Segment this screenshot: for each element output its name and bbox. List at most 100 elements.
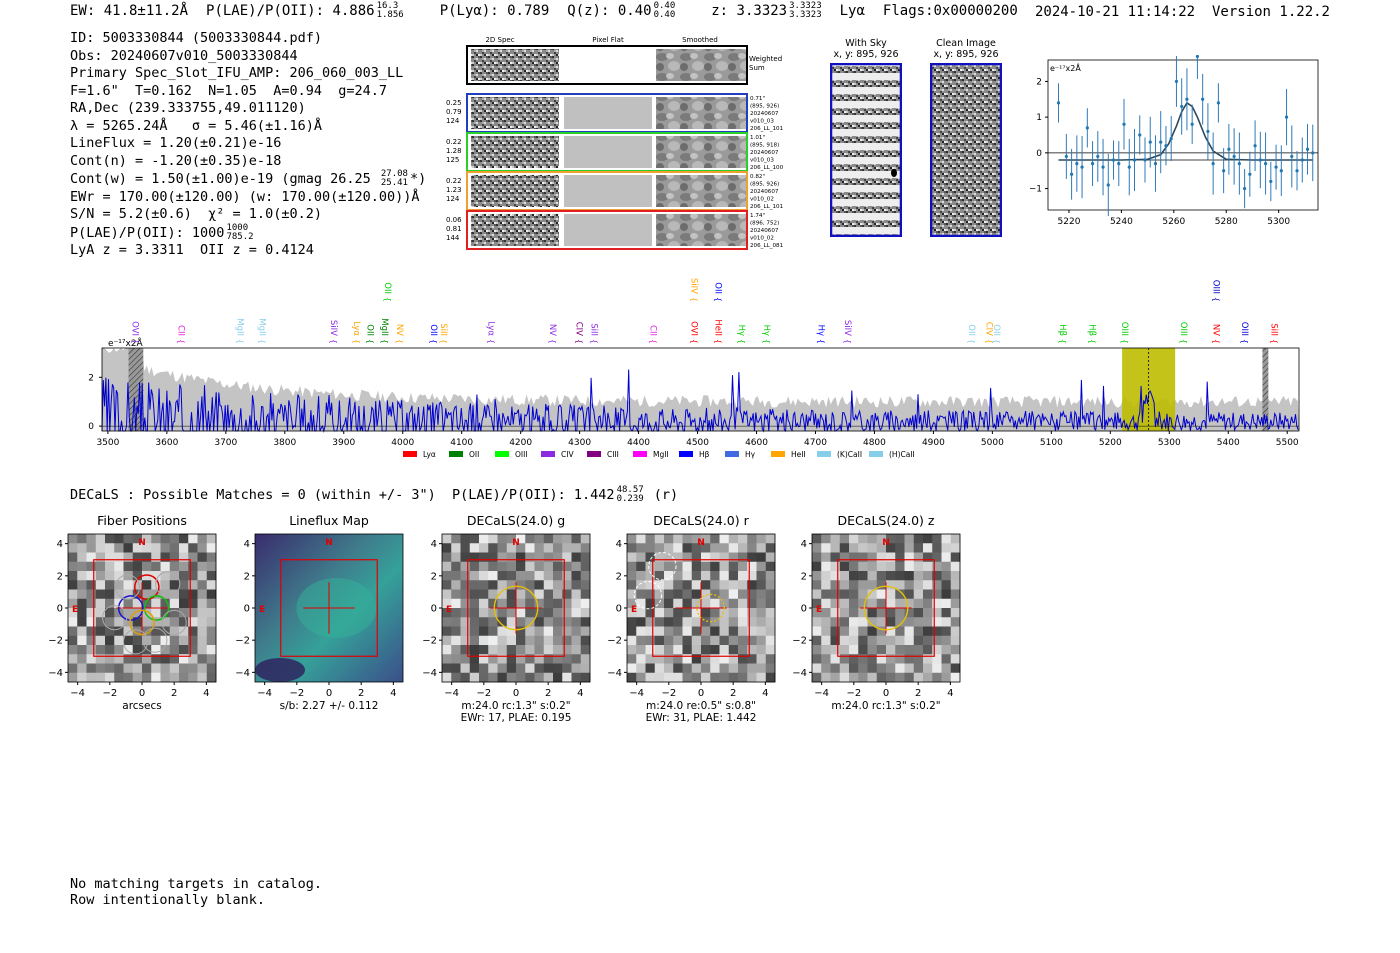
svg-text:{: {: [177, 339, 186, 344]
zoom-point: [1258, 158, 1262, 162]
svg-text:{: {: [236, 339, 245, 344]
svg-text:OII: OII: [428, 324, 438, 336]
zoom-point: [1201, 97, 1205, 101]
zoom-ytick-label: 1: [1036, 113, 1042, 123]
zoom-xtick-label: 5300: [1267, 217, 1290, 227]
panel-ytick-label: −4: [792, 668, 807, 679]
spectrum-xtick-label: 4600: [745, 438, 768, 448]
cutout-weight: 144: [446, 234, 460, 242]
imaging-panel: DECaLS(24.0) z N E −4 −4 −2 −2 0 0 2 2 4 4 m:24.0 rc:…: [792, 513, 961, 712]
info-fline: F=1.6" T=0.162 N=1.05 A=0.94 g=24.7: [70, 82, 387, 99]
zoom-point: [1227, 147, 1231, 151]
legend-item: Lyα: [403, 450, 436, 459]
spectrum-xtick-label: 3900: [332, 438, 355, 448]
zoom-point: [1111, 158, 1116, 162]
svg-text:OII: OII: [382, 282, 392, 294]
zoom-point: [1122, 122, 1126, 126]
zoom-point: [1300, 158, 1304, 162]
cutout-smoothed: [656, 97, 746, 129]
panel-ytick-label: −4: [607, 668, 622, 679]
zoom-point: [1106, 183, 1110, 187]
panel-aperture-box: [467, 559, 565, 657]
panel-ytick-label: 2: [801, 571, 807, 582]
cutout-meta: (895, 918): [750, 143, 779, 149]
catalog-footer: No matching targets in catalog. Row inte…: [70, 876, 322, 908]
zoom-point: [1243, 186, 1247, 191]
info-lambda: λ = 5265.24Å σ = 5.46(±1.16)Å: [70, 117, 322, 134]
panel-pixels: [442, 534, 591, 683]
panel-caption: m:24.0 rc:1.3" s:0.2": [831, 700, 940, 712]
svg-text:Lyα: Lyα: [423, 450, 436, 459]
zoom-xtick-label: 5260: [1162, 217, 1185, 227]
info-radec: RA,Dec (239.333755,49.011120): [70, 100, 306, 116]
svg-text:{: {: [429, 339, 438, 344]
spectrum-line-label: OIII {: [1211, 280, 1221, 302]
cutout-meta: 0.82": [750, 174, 765, 180]
spectrum-line-label: HeII {: [712, 319, 722, 344]
panel-pixels: [812, 534, 961, 683]
cutout-meta: 1.01": [750, 135, 765, 141]
weighted-sum-label: Weighted Sum: [749, 55, 782, 72]
legend-item: HeII: [771, 450, 806, 459]
svg-text:{: {: [967, 339, 976, 344]
fiber-circle: [143, 595, 170, 621]
zoom-ytick-label: 0: [1036, 149, 1042, 159]
zoom-point: [1253, 144, 1257, 148]
cutout-smoothed: [656, 214, 746, 246]
zoom-point: [1274, 165, 1278, 169]
cutout-meta: 0.71": [750, 96, 765, 102]
imaging-panel: Fiber Positions N E −4 −4 −2 −2 0 0 2 2 4 4 arcsecs: [48, 513, 217, 712]
zoom-point: [1305, 147, 1310, 151]
cutout-weight: 0.22: [446, 138, 462, 146]
fiber-circle: [123, 629, 149, 655]
panel-ytick-label: 2: [57, 571, 63, 582]
info-lya: LyA z = 3.3311 OII z = 0.4124: [70, 242, 314, 258]
svg-text:CII: CII: [176, 325, 186, 336]
svg-text:{: {: [1212, 297, 1221, 302]
weighted-2d: [471, 49, 559, 81]
zoom-point: [1164, 144, 1168, 148]
spectrum-ytick-label: 0: [88, 422, 94, 432]
spectrum-line-label: CIV {: [984, 322, 994, 344]
svg-text:{: {: [648, 339, 657, 344]
panel-xtick-label: 0: [513, 688, 519, 699]
spectrum-line-label: NV {: [1211, 324, 1221, 344]
svg-text:{: {: [762, 339, 771, 344]
spectrum-line-label: Hβ {: [1087, 324, 1097, 344]
panel-aperture: [493, 585, 539, 631]
svg-text:Hγ: Hγ: [815, 325, 825, 336]
zoom-ylabel: e⁻¹⁷x2Å: [1050, 62, 1081, 73]
legend-item: OIII: [495, 450, 528, 459]
zoom-point: [1311, 151, 1315, 155]
panel-title: Fiber Positions: [97, 513, 187, 528]
panel-aperture-box: [93, 559, 191, 657]
cutout-weight: 124: [446, 117, 460, 125]
panel-east: E: [446, 605, 452, 615]
zoom-point: [1180, 104, 1184, 109]
cutout-flat: [564, 136, 652, 168]
zoom-point: [1290, 154, 1294, 159]
spectrum-xtick-label: 5500: [1276, 438, 1299, 448]
cutout-flat: [564, 175, 652, 207]
svg-text:{: {: [713, 297, 722, 302]
zoom-point: [1148, 140, 1152, 144]
svg-text:CIV: CIV: [574, 322, 584, 336]
spectrum-line-label: OVI {: [130, 321, 140, 344]
panel-east: E: [259, 605, 265, 615]
zoom-point: [1132, 158, 1137, 162]
svg-text:OII: OII: [712, 282, 722, 294]
spectrum-xtick-label: 4900: [922, 438, 945, 448]
spectrum-line-label: OII {: [991, 324, 1001, 344]
spectrum-line-label: SiIV {: [689, 278, 699, 302]
header-z: z: 3.3323 3.3323 3.3323 Lyα: [711, 1, 865, 20]
cutout-meta: 20240607: [750, 150, 779, 156]
panel-xtick-label: 0: [698, 688, 704, 699]
panel-caption: m:24.0 rc:1.3" s:0.2": [461, 700, 570, 712]
header-plya: P(Lyα): 0.789: [439, 3, 550, 19]
panel-east: E: [631, 605, 637, 615]
cutout-2d: [471, 175, 559, 207]
panel-xtick-label: −2: [661, 688, 676, 699]
panel-ytick-label: 0: [57, 604, 63, 615]
imaging-panels: Fiber Positions N E −4 −4 −2 −2 0 0 2 2 4 4 arcsecs Li…: [48, 513, 961, 724]
svg-text:(K)CaII: (K)CaII: [837, 450, 862, 459]
